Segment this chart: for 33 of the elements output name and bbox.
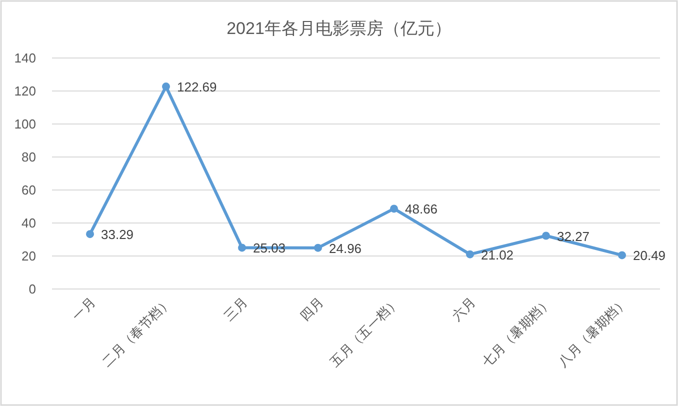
data-label: 24.96 [329, 240, 362, 256]
x-tick-label: 四月 [297, 294, 326, 324]
point [162, 82, 170, 91]
y-tick-label: 60 [22, 182, 36, 198]
y-tick-label: 0 [28, 282, 36, 296]
x-tick-label: 一月 [69, 294, 98, 324]
y-tick-label: 80 [22, 150, 36, 164]
x-tick-label: 二月（春节档） [99, 294, 174, 370]
data-label: 33.29 [101, 227, 134, 242]
y-tick-label: 40 [22, 216, 36, 230]
y-tick-label: 120 [14, 84, 36, 98]
data-label: 48.66 [405, 202, 438, 217]
data-label: 25.03 [253, 240, 286, 256]
x-tick-label: 六月 [449, 294, 478, 324]
point [466, 250, 474, 258]
point [314, 244, 322, 252]
y-tick-label: 140 [14, 50, 36, 66]
x-tick-label: 三月 [221, 294, 250, 324]
y-tick-label: 20 [22, 248, 36, 264]
y-tick-label: 100 [14, 116, 36, 132]
x-tick-label: 五月（五一档） [327, 294, 402, 370]
point [86, 230, 94, 238]
point [542, 232, 550, 240]
x-tick-label: 八月（暑期档） [555, 294, 630, 370]
point [390, 204, 398, 213]
x-tick-label: 七月（暑期档） [479, 294, 554, 370]
chart-title: 2021年各月电影票房（亿元） [226, 19, 452, 38]
point [618, 251, 626, 260]
data-label: 20.49 [633, 248, 666, 264]
data-label: 122.69 [177, 80, 217, 95]
data-label: 21.02 [481, 247, 514, 262]
data-label: 32.27 [557, 228, 590, 244]
point [238, 244, 246, 252]
